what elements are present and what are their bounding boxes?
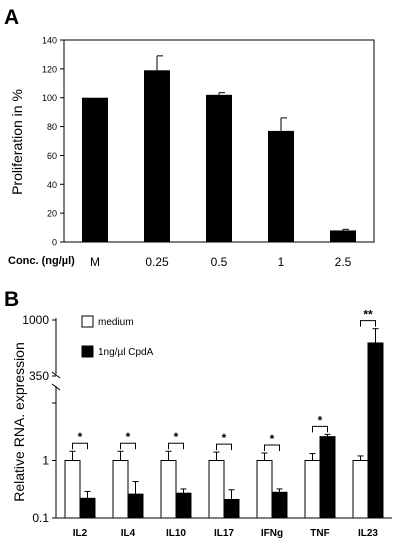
x-tick-label: IFNg	[261, 528, 283, 539]
significance-marker: *	[270, 432, 275, 446]
bar-cpda	[175, 492, 192, 519]
panel-a-marks: 0 20 40 60 80 100 120 140 M 0.25 0.5 1 2.5	[42, 36, 356, 269]
legend-label-cpda: 1ng/µl CpdA	[98, 347, 154, 358]
bar-cpda	[79, 497, 96, 519]
bar-cpda	[319, 436, 336, 519]
significance-marker: **	[363, 308, 373, 322]
significance-bracket	[168, 442, 184, 450]
x-tick-label: IL2	[73, 528, 88, 539]
x-tick-label: 1	[278, 255, 285, 269]
significance-bracket	[216, 443, 232, 451]
y-tick-label: 0	[52, 238, 57, 248]
bar	[268, 130, 294, 242]
y-tick-label: 1000	[22, 313, 49, 327]
significance-bracket	[312, 425, 328, 433]
x-tick-label: IL10	[166, 528, 186, 539]
axis-break-mark	[51, 371, 61, 379]
bar-medium	[256, 460, 273, 519]
bar	[330, 230, 356, 242]
significance-marker: *	[174, 430, 179, 444]
bar	[82, 97, 108, 242]
significance-marker: *	[318, 413, 323, 427]
bar-medium	[64, 460, 81, 519]
y-tick-label: 1	[42, 454, 49, 468]
x-tick-label: IL23	[358, 528, 378, 539]
y-tick-label: 40	[47, 180, 57, 190]
x-tick-label: 2.5	[335, 255, 352, 269]
significance-marker: *	[126, 430, 131, 444]
significance-marker: *	[78, 430, 83, 444]
panel-b-marks: 0.1 1 350 1000 medium 1ng/µl CpdA * IL2 * IL4 * IL1…	[22, 308, 392, 539]
y-tick-label: 140	[42, 36, 57, 46]
y-tick-label: 80	[47, 122, 57, 132]
bar-medium	[352, 460, 369, 519]
bar-medium	[208, 460, 225, 519]
panel-a-xlabel: Conc. (ng/µl)	[8, 255, 75, 267]
y-tick-label: 350	[29, 369, 49, 383]
y-tick-label: 60	[47, 151, 57, 161]
axis-break-mark	[51, 383, 61, 391]
significance-bracket	[120, 442, 136, 450]
significance-bracket	[360, 320, 376, 327]
panel-a-label: A	[4, 6, 19, 29]
legend-swatch-cpda	[81, 345, 94, 358]
y-tick-label: 0.1	[32, 511, 49, 525]
bar	[206, 94, 232, 242]
x-tick-label: M	[90, 255, 100, 269]
panel-b-ylabel: Relative RNA. expression	[11, 342, 27, 502]
bar	[144, 70, 170, 242]
x-tick-label: IL17	[214, 528, 234, 539]
bar-cpda	[367, 342, 384, 519]
bar-medium	[112, 460, 129, 519]
bar-medium	[304, 460, 321, 519]
x-tick-label: TNF	[310, 528, 329, 539]
bar-cpda	[271, 491, 288, 519]
y-tick-label: 20	[47, 209, 57, 219]
panel-a-ylabel: Proliferation in %	[9, 89, 25, 195]
legend-label-medium: medium	[98, 317, 134, 328]
significance-bracket	[72, 442, 88, 450]
bar-medium	[160, 460, 177, 519]
x-tick-label: 0.5	[211, 255, 228, 269]
y-tick-label: 120	[42, 64, 57, 74]
significance-bracket	[264, 444, 280, 452]
panel-b-label: B	[4, 288, 19, 311]
legend-swatch-medium	[81, 315, 94, 328]
x-tick-label: 0.25	[145, 255, 169, 269]
x-tick-label: IL4	[121, 528, 136, 539]
y-tick-label: 100	[42, 93, 57, 103]
significance-marker: *	[222, 431, 227, 445]
bar-cpda	[127, 493, 144, 519]
bar-cpda	[223, 498, 240, 519]
